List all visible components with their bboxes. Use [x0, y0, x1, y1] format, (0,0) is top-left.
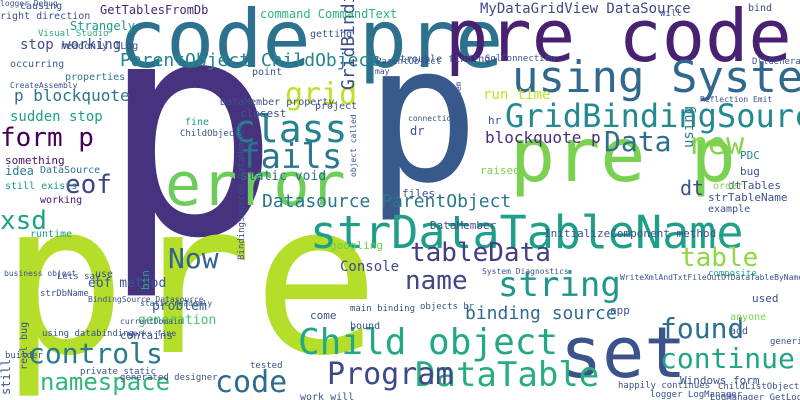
cloud-word: still [0, 359, 12, 395]
cloud-word: will [660, 10, 682, 19]
cloud-word: object called [350, 114, 358, 177]
cloud-word: main binding [350, 305, 415, 314]
cloud-word: table [680, 245, 758, 271]
cloud-word: command CommandText [260, 8, 397, 20]
cloud-word: app [610, 305, 630, 316]
cloud-word: form p [0, 125, 94, 151]
cloud-word: works fine [128, 330, 176, 338]
cloud-word: System Diagnostics [482, 268, 569, 276]
cloud-word: Data [604, 128, 671, 156]
cloud-word: come [310, 310, 337, 321]
cloud-word: bound [350, 322, 380, 332]
cloud-word: hr [488, 115, 501, 126]
cloud-word: still exists [5, 182, 77, 192]
cloud-word: InitializeComponent method [544, 228, 716, 239]
cloud-word: currentDomain [120, 318, 183, 326]
cloud-word: closest [240, 108, 286, 119]
cloud-word: strDbName [40, 290, 89, 299]
cloud-word: LogManager GetLogger [710, 394, 800, 400]
cloud-word: dr [410, 125, 424, 137]
cloud-word: add [730, 327, 748, 337]
cloud-word: using databinding [42, 330, 134, 339]
cloud-word: getting [310, 30, 352, 40]
cloud-word: static void [240, 170, 326, 183]
cloud-word: Datasource ParentObject [262, 193, 511, 211]
cloud-word: tested [250, 362, 283, 371]
cloud-word: continue [660, 345, 795, 373]
cloud-word: strTableName [708, 192, 787, 203]
cloud-word: DataMember [430, 220, 496, 231]
cloud-word: order [713, 182, 743, 192]
cloud-word: using [682, 106, 696, 148]
cloud-word: bin [140, 270, 151, 290]
cloud-word: bind [748, 4, 772, 14]
cloud-word: CreateAssembly [10, 82, 77, 90]
cloud-word: ChildObject [180, 130, 240, 139]
cloud-word: files [402, 188, 435, 199]
cloud-word: real bug [20, 322, 30, 370]
cloud-word: used [752, 293, 779, 304]
cloud-word: googling [330, 240, 383, 251]
cloud-word: DataMember property [220, 98, 334, 108]
cloud-word: GetTablesFromDb [100, 4, 208, 16]
cloud-word: readonly ILog [60, 42, 138, 52]
cloud-word: lt System [455, 82, 463, 125]
cloud-word: raised [480, 165, 520, 176]
cloud-word: generic list [770, 338, 800, 347]
cloud-word: Program [327, 360, 453, 390]
cloud-word: name [405, 268, 468, 294]
cloud-word: controls [28, 340, 163, 368]
cloud-word: use [95, 270, 113, 280]
cloud-word: DllGenerator [752, 58, 800, 67]
cloud-word: connection [408, 115, 456, 123]
cloud-word: Visual Studio [38, 30, 108, 39]
cloud-word: run time [483, 88, 550, 102]
cloud-word: example [708, 205, 750, 215]
cloud-word: Console [340, 260, 399, 274]
cloud-word: BindingSourceB DataMember [238, 125, 247, 260]
cloud-word: right direction [0, 12, 90, 22]
cloud-word: may [375, 68, 389, 76]
cloud-word: bug [740, 166, 760, 177]
cloud-word: business object [4, 270, 76, 278]
cloud-word: PDC [740, 150, 760, 161]
cloud-word: anyone [730, 313, 766, 323]
cloud-word: trouble finding [400, 55, 490, 65]
cloud-word: logger Debug [0, 0, 58, 8]
cloud-word: blockquote p [485, 130, 601, 146]
cloud-word: runtime [30, 230, 72, 240]
cloud-word: new [690, 130, 744, 160]
cloud-word: binding source [465, 305, 617, 323]
cloud-word: Now [168, 245, 219, 273]
cloud-word: objects br [420, 303, 474, 312]
cloud-word: p blockquote [14, 88, 130, 104]
cloud-word: fine [185, 118, 209, 128]
cloud-word: generated designer [120, 374, 218, 383]
cloud-word: Reflection Emit [700, 96, 772, 104]
cloud-word: BindingSource Datasource [88, 296, 204, 304]
cloud-word: work will [300, 393, 354, 400]
cloud-word: SqlConnection [485, 55, 555, 64]
cloud-word: dt [680, 178, 704, 198]
cloud-word: sudden stop [10, 110, 103, 124]
cloud-word: working [40, 196, 82, 206]
cloud-word: DataSource [40, 166, 100, 176]
cloud-word: point [252, 68, 282, 78]
cloud-word: WriteXmlAndTxtFileOutOfDataTableByName [620, 274, 800, 282]
cloud-word: code [215, 368, 287, 398]
cloud-word: occurring [10, 60, 64, 70]
cloud-word: tableData [410, 240, 551, 266]
